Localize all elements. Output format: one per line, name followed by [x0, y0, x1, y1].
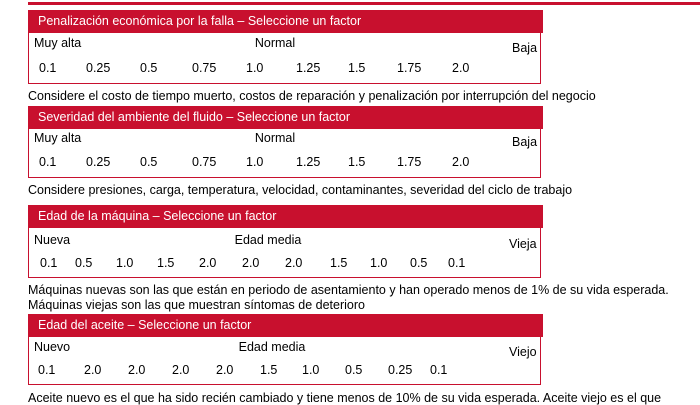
- scale-label-middle: Edad media: [234, 233, 302, 247]
- section-title: Penalización económica por la falla – Se…: [38, 14, 362, 28]
- factor-value: 1.5: [157, 256, 175, 270]
- factor-value: 0.1: [430, 363, 448, 377]
- factor-value: 0.1: [39, 61, 57, 75]
- factor-value: 0.25: [388, 363, 413, 377]
- factor-value: 2.0: [452, 155, 470, 169]
- factor-value: 1.25: [296, 61, 321, 75]
- factor-value: 1.75: [397, 155, 422, 169]
- top-rule: [28, 2, 700, 5]
- factor-value: 1.75: [397, 61, 422, 75]
- factor-value: 0.5: [410, 256, 428, 270]
- section-title: Severidad del ambiente del fluido – Sele…: [38, 110, 351, 124]
- factor-value: 1.5: [330, 256, 348, 270]
- factor-value: 2.0: [128, 363, 146, 377]
- scale-label-left: Muy alta: [34, 36, 82, 50]
- factor-value: 0.1: [38, 363, 56, 377]
- factor-value: 1.0: [302, 363, 320, 377]
- section-title: Edad del aceite – Seleccione un factor: [38, 318, 252, 332]
- section-header: Penalización económica por la falla – Se…: [28, 10, 543, 33]
- factor-value: 1.5: [348, 155, 366, 169]
- scale-label-middle: Edad media: [238, 340, 306, 354]
- factor-value: 1.0: [246, 155, 264, 169]
- scale-label-left: Nueva: [34, 233, 71, 247]
- section-note: Considere presiones, carga, temperatura,…: [28, 183, 573, 197]
- factor-value: 2.0: [199, 256, 217, 270]
- factor-value: 1.5: [260, 363, 278, 377]
- factor-value: 2.0: [285, 256, 303, 270]
- factor-value: 0.1: [39, 155, 57, 169]
- factor-value: 1.25: [296, 155, 321, 169]
- factor-value: 0.75: [192, 61, 217, 75]
- factor-value: 0.5: [140, 61, 158, 75]
- factor-value: 0.5: [345, 363, 363, 377]
- factor-value: 2.0: [242, 256, 260, 270]
- scale-label-left: Nuevo: [34, 340, 71, 354]
- scale-label-right: Baja: [512, 41, 538, 55]
- factor-value: 0.1: [448, 256, 466, 270]
- factor-value: 2.0: [216, 363, 234, 377]
- factor-value: 1.0: [246, 61, 264, 75]
- factor-value: 0.25: [86, 155, 111, 169]
- section-header: Edad de la máquina – Seleccione un facto…: [28, 205, 543, 228]
- section-title: Edad de la máquina – Seleccione un facto…: [38, 209, 277, 223]
- scale-label-right: Vieja: [509, 237, 537, 251]
- scale-label-middle: Normal: [254, 131, 296, 145]
- section-note: Aceite nuevo es el que ha sido recién ca…: [28, 391, 662, 405]
- factor-value: 2.0: [84, 363, 102, 377]
- scale-label-right: Baja: [512, 135, 538, 149]
- factor-value: 2.0: [452, 61, 470, 75]
- factor-value: 0.1: [40, 256, 58, 270]
- factor-value: 0.25: [86, 61, 111, 75]
- scale-label-middle: Normal: [254, 36, 296, 50]
- factor-value: 0.5: [140, 155, 158, 169]
- section-note: Máquinas viejas son las que muestran sín…: [28, 298, 365, 312]
- scale-label-left: Muy alta: [34, 131, 82, 145]
- factor-value: 1.0: [116, 256, 134, 270]
- factor-value: 1.5: [348, 61, 366, 75]
- factor-value: 0.5: [75, 256, 93, 270]
- factor-value: 1.0: [370, 256, 388, 270]
- section-note: Considere el costo de tiempo muerto, cos…: [28, 89, 596, 103]
- section-header: Severidad del ambiente del fluido – Sele…: [28, 106, 543, 129]
- factor-value: 2.0: [172, 363, 190, 377]
- factor-value: 0.75: [192, 155, 217, 169]
- section-note: Máquinas nuevas son las que están en per…: [28, 283, 669, 297]
- scale-label-right: Viejo: [509, 345, 537, 359]
- section-header: Edad del aceite – Seleccione un factor: [28, 314, 543, 337]
